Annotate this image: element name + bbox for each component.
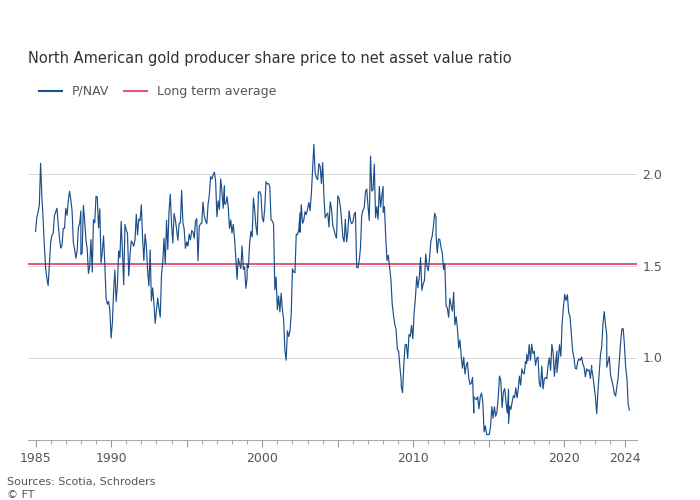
Text: Sources: Scotia, Schroders: Sources: Scotia, Schroders xyxy=(7,477,155,487)
Text: North American gold producer share price to net asset value ratio: North American gold producer share price… xyxy=(28,50,512,66)
Legend: P/NAV, Long term average: P/NAV, Long term average xyxy=(34,80,281,103)
Text: © FT: © FT xyxy=(7,490,34,500)
